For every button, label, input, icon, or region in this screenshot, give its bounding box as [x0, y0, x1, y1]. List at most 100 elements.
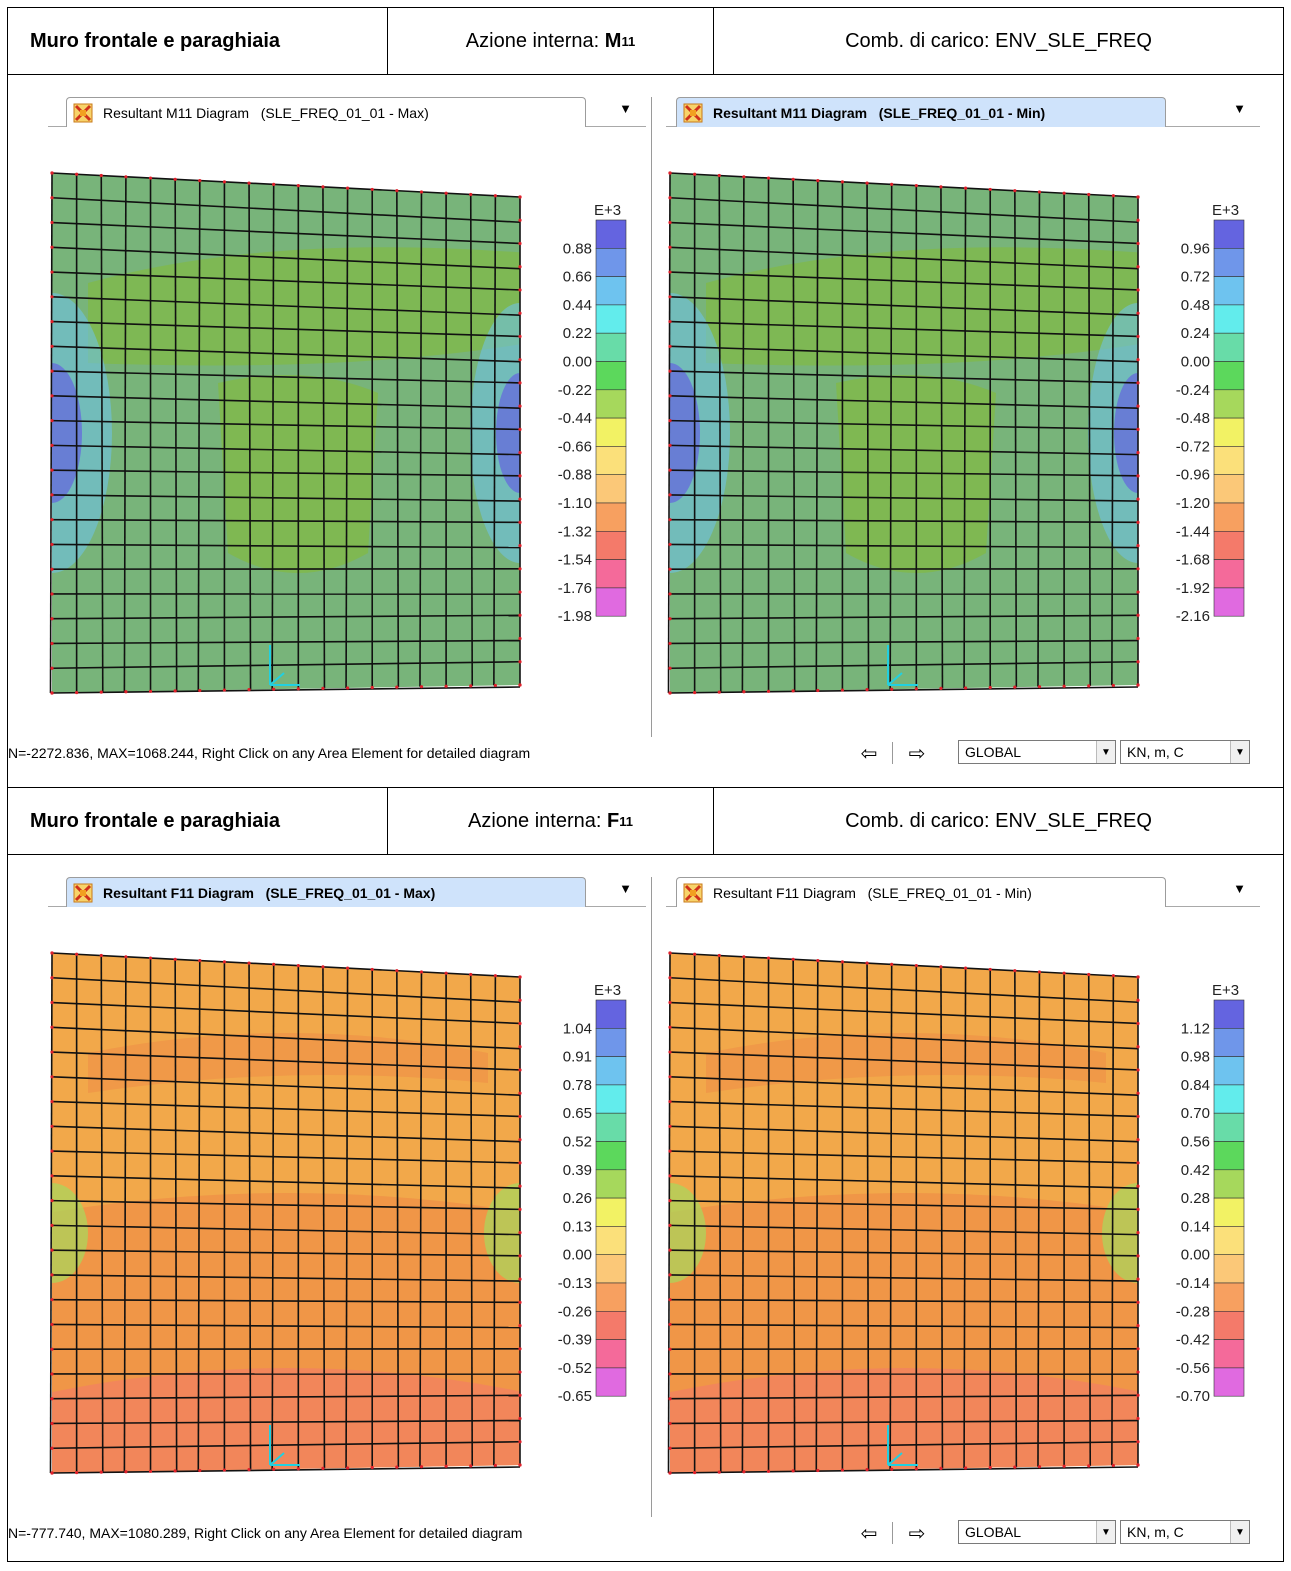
- legend-value: -1.76: [558, 580, 592, 597]
- chevron-down-icon[interactable]: ▼: [1096, 1521, 1115, 1543]
- previous-arrow-icon[interactable]: ⇦: [860, 1522, 878, 1545]
- action-symbol: M: [604, 29, 622, 52]
- section-header: Muro frontale e paraghiaia Azione intern…: [7, 7, 1284, 75]
- next-arrow-icon[interactable]: ⇨: [908, 1522, 926, 1545]
- status-bar: N=-777.740, MAX=1080.289, Right Click on…: [8, 1516, 1276, 1550]
- tab-row: Resultant M11 Diagram (SLE_FREQ_01_01 - …: [666, 97, 1260, 127]
- diagram-panel-min: Resultant F11 Diagram (SLE_FREQ_01_01 - …: [666, 877, 1260, 1513]
- mesh-nodes: [50, 171, 522, 695]
- diagram-tab[interactable]: Resultant M11 Diagram (SLE_FREQ_01_01 - …: [66, 97, 586, 127]
- legend-swatch: [1213, 502, 1245, 532]
- previous-arrow-icon[interactable]: ⇦: [860, 742, 878, 765]
- diagram-panel-max: Resultant M11 Diagram (SLE_FREQ_01_01 - …: [48, 97, 646, 733]
- legend-swatch: [595, 587, 627, 617]
- units-select[interactable]: KN, m, C ▼: [1120, 740, 1250, 764]
- legend-value: 0.91: [563, 1049, 592, 1066]
- sap-diagram-icon: [683, 883, 703, 903]
- contour-fill: [52, 953, 520, 1473]
- units-select[interactable]: KN, m, C ▼: [1120, 1520, 1250, 1544]
- chevron-down-icon[interactable]: ▼: [1096, 741, 1115, 763]
- legend-swatch: [595, 1197, 627, 1227]
- legend-swatch: [595, 502, 627, 532]
- legend-swatch: [595, 1112, 627, 1142]
- tab-label: Resultant F11 Diagram (SLE_FREQ_01_01 - …: [103, 884, 436, 901]
- fe-mesh: [49, 952, 521, 1474]
- legend-value: 0.00: [563, 1247, 592, 1264]
- legend-swatch: [1213, 1310, 1245, 1340]
- legend-swatch: [1213, 417, 1245, 447]
- legend-value: 0.88: [563, 240, 592, 257]
- legend-swatch: [1213, 1028, 1245, 1057]
- coord-system-select[interactable]: GLOBAL ▼: [958, 1520, 1116, 1544]
- diagram-tab[interactable]: Resultant F11 Diagram (SLE_FREQ_01_01 - …: [66, 877, 586, 907]
- legend-exponent: E+3: [594, 202, 621, 219]
- legend-value: -0.48: [1176, 410, 1210, 427]
- diagram-tab[interactable]: Resultant F11 Diagram (SLE_FREQ_01_01 - …: [676, 877, 1166, 907]
- legend-value: 0.96: [1181, 240, 1210, 257]
- legend-value: -0.52: [558, 1360, 592, 1377]
- tab-row: Resultant F11 Diagram (SLE_FREQ_01_01 - …: [48, 877, 646, 907]
- load-combination: Comb. di carico: ENV_SLE_FREQ: [845, 29, 1152, 52]
- contour-diagram[interactable]: E+3 0.88 0.66 0.44 0.22 0.00 -0.22 -0.44 -0.66 -0…: [48, 133, 638, 733]
- tab-dropdown-icon[interactable]: ▼: [1233, 101, 1246, 116]
- fe-mesh: [667, 952, 1139, 1474]
- legend-swatch: [595, 1028, 627, 1057]
- legend-swatch: [1213, 1056, 1245, 1086]
- legend-value: -0.56: [1176, 1360, 1210, 1377]
- legend-value: 0.56: [1181, 1134, 1210, 1151]
- units-value: KN, m, C: [1127, 1524, 1184, 1540]
- contour-diagram[interactable]: E+3 1.04 0.91 0.78 0.65 0.52 0.39 0.26 0.13 0.00 -…: [48, 913, 638, 1513]
- legend-swatch: [595, 446, 627, 475]
- separator: [892, 742, 893, 764]
- legend-swatch: [1213, 1226, 1245, 1255]
- legend-swatch: [1213, 1197, 1245, 1227]
- tab-label: Resultant M11 Diagram (SLE_FREQ_01_01 - …: [713, 104, 1046, 121]
- legend-value: -1.44: [1176, 523, 1210, 540]
- internal-action: Azione interna: F 11: [388, 788, 714, 854]
- legend-swatch: [1213, 1254, 1245, 1284]
- legend-value: -1.92: [1176, 580, 1210, 597]
- diagram-tab[interactable]: Resultant M11 Diagram (SLE_FREQ_01_01 - …: [676, 97, 1166, 127]
- axis-triad-icon: [887, 1425, 918, 1466]
- legend-swatch: [1213, 587, 1245, 617]
- legend-swatch: [595, 1169, 627, 1199]
- chevron-down-icon[interactable]: ▼: [1230, 741, 1249, 763]
- next-arrow-icon[interactable]: ⇨: [908, 742, 926, 765]
- status-text: N=-777.740, MAX=1080.289, Right Click on…: [8, 1525, 523, 1541]
- panel-splitter[interactable]: [651, 97, 652, 737]
- legend-value: -0.22: [558, 382, 592, 399]
- legend-value: -0.66: [558, 438, 592, 455]
- chevron-down-icon[interactable]: ▼: [1230, 1521, 1249, 1543]
- legend-swatch: [595, 276, 627, 306]
- fe-mesh: [667, 172, 1139, 694]
- tab-dropdown-icon[interactable]: ▼: [619, 881, 632, 896]
- legend-value: 0.00: [563, 354, 592, 371]
- contour-diagram[interactable]: E+3 0.96 0.72 0.48 0.24 0.00 -0.24 -0.48 -0.72 -0…: [666, 133, 1256, 733]
- contour-diagram[interactable]: E+3 1.12 0.98 0.84 0.70 0.56 0.42 0.28 0.14 0.00 -…: [666, 913, 1256, 1513]
- legend-swatch: [595, 1367, 627, 1397]
- legend-exponent: E+3: [594, 982, 621, 999]
- tab-row: Resultant F11 Diagram (SLE_FREQ_01_01 - …: [666, 877, 1260, 907]
- legend-value: 0.70: [1181, 1105, 1210, 1122]
- legend-swatch: [595, 474, 627, 504]
- tab-dropdown-icon[interactable]: ▼: [1233, 881, 1246, 896]
- legend-swatch: [1213, 332, 1245, 362]
- legend-swatch: [1213, 389, 1245, 419]
- panel-splitter[interactable]: [651, 877, 652, 1517]
- tab-dropdown-icon[interactable]: ▼: [619, 101, 632, 116]
- legend-value: 0.26: [563, 1190, 592, 1207]
- legend-value: 0.72: [1181, 269, 1210, 286]
- legend-value: 0.52: [563, 1134, 592, 1151]
- legend-swatch: [595, 248, 627, 277]
- status-bar: N=-2272.836, MAX=1068.244, Right Click o…: [8, 736, 1276, 770]
- legend-value: -0.88: [558, 467, 592, 484]
- legend-swatch: [1213, 1367, 1245, 1397]
- axis-triad-icon: [887, 645, 918, 686]
- legend-value: 0.48: [1181, 297, 1210, 314]
- coord-system-select[interactable]: GLOBAL ▼: [958, 740, 1116, 764]
- action-label: Azione interna:: [465, 29, 600, 52]
- legend-value: -0.96: [1176, 467, 1210, 484]
- tab-label: Resultant M11 Diagram (SLE_FREQ_01_01 - …: [103, 104, 429, 121]
- legend-swatch: [595, 1141, 627, 1171]
- legend-value: -0.70: [1176, 1388, 1210, 1405]
